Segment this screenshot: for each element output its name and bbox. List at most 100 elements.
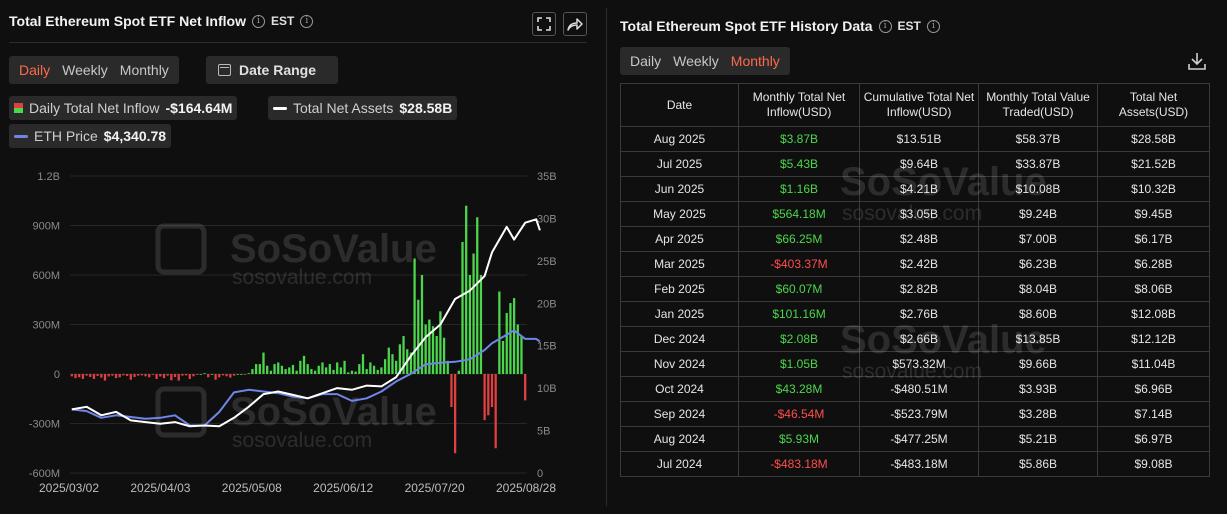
inflow-bar xyxy=(435,336,438,374)
table-row[interactable]: Nov 2024 $1.05B $573.32M $9.66B $11.04B xyxy=(620,351,1210,377)
table-cell: May 2025 xyxy=(620,201,739,227)
inflow-bar xyxy=(196,374,199,375)
net-inflow-chart[interactable]: SoSoValuesosovalue.comSoSoValuesosovalue… xyxy=(0,0,604,514)
table-row[interactable]: Jan 2025 $101.16M $2.76B $8.60B $12.08B xyxy=(620,301,1210,327)
table-cell: Dec 2024 xyxy=(620,326,739,352)
inflow-bar xyxy=(299,360,302,374)
timezone-info-icon[interactable]: i xyxy=(300,14,314,28)
inflow-bar xyxy=(240,374,243,375)
tab-weekly[interactable]: Weekly xyxy=(62,62,108,78)
left-title-divider xyxy=(9,42,587,43)
table-cell: $9.64B xyxy=(859,151,979,177)
download-icon[interactable] xyxy=(1187,51,1207,76)
inflow-bar xyxy=(461,242,464,374)
table-cell: $28.58B xyxy=(1097,126,1210,152)
net-inflow-panel: Total Ethereum Spot ETF Net Inflow i EST… xyxy=(0,0,604,514)
table-row[interactable]: Aug 2025 $3.87B $13.51B $58.37B $28.58B xyxy=(620,126,1210,152)
tab-monthly[interactable]: Monthly xyxy=(730,53,780,69)
info-icon[interactable]: i xyxy=(251,14,265,28)
table-cell: $6.97B xyxy=(1097,426,1210,452)
right-axis-tick-label: 25B xyxy=(537,256,557,268)
inflow-bar xyxy=(516,324,519,374)
x-axis-tick-label: 2025/05/08 xyxy=(222,481,282,495)
left-panel-title: Total Ethereum Spot ETF Net Inflow xyxy=(9,13,246,29)
tab-daily[interactable]: Daily xyxy=(19,62,51,78)
table-cell: $5.43B xyxy=(738,151,860,177)
inflow-bar xyxy=(380,367,383,374)
legend-eth-price[interactable]: ETH Price $4,340.78 xyxy=(9,124,172,148)
x-axis-tick-label: 2025/03/02 xyxy=(39,481,99,495)
table-cell: $6.23B xyxy=(978,251,1098,277)
inflow-bar xyxy=(509,303,512,374)
legend-total-assets[interactable]: Total Net Assets $28.58B xyxy=(268,96,458,120)
table-row[interactable]: Oct 2024 $43.28M -$480.51M $3.93B $6.96B xyxy=(620,376,1210,402)
table-row[interactable]: Aug 2024 $5.93M -$477.25M $5.21B $6.97B xyxy=(620,426,1210,452)
inflow-bar xyxy=(453,374,457,454)
table-cell: $5.93M xyxy=(738,426,860,452)
inflow-bar xyxy=(225,374,228,377)
inflow-bar xyxy=(266,365,269,374)
table-cell: $12.12B xyxy=(1097,326,1210,352)
table-row[interactable]: Apr 2025 $66.25M $2.48B $7.00B $6.17B xyxy=(620,226,1210,252)
left-axis-tick-label: 1.2B xyxy=(37,171,60,183)
inflow-bar xyxy=(383,359,387,374)
table-row[interactable]: Feb 2025 $60.07M $2.82B $8.04B $8.06B xyxy=(620,276,1210,302)
tab-weekly[interactable]: Weekly xyxy=(673,53,719,69)
table-cell: $5.21B xyxy=(978,426,1098,452)
inflow-bar xyxy=(125,374,129,376)
table-cell: Jul 2024 xyxy=(620,451,739,477)
inflow-bar xyxy=(336,362,339,374)
right-axis-tick-label: 10B xyxy=(537,383,557,395)
table-cell: $8.60B xyxy=(978,301,1098,327)
col-monthly-inflow: Monthly Total Net Inflow(USD) xyxy=(738,83,860,127)
table-row[interactable]: May 2025 $564.18M $3.05B $9.24B $9.45B xyxy=(620,201,1210,227)
inflow-bar xyxy=(409,352,413,374)
inflow-bar xyxy=(417,299,420,374)
inflow-bar xyxy=(177,374,180,381)
inflow-bar xyxy=(214,374,217,380)
tab-daily[interactable]: Daily xyxy=(630,53,662,69)
table-row[interactable]: Jun 2025 $1.16B $4.21B $10.08B $10.32B xyxy=(620,176,1210,202)
share-icon[interactable] xyxy=(563,12,587,36)
table-row[interactable]: Jul 2025 $5.43B $9.64B $33.87B $21.52B xyxy=(620,151,1210,177)
inflow-bar xyxy=(313,370,317,374)
table-cell: $6.28B xyxy=(1097,251,1210,277)
expand-icon[interactable] xyxy=(532,12,556,36)
table-cell: $6.17B xyxy=(1097,226,1210,252)
table-row[interactable]: Sep 2024 -$46.54M -$523.79M $3.28B $7.14B xyxy=(620,401,1210,427)
table-cell: Jan 2025 xyxy=(620,301,739,327)
table-row[interactable]: Mar 2025 -$403.37M $2.42B $6.23B $6.28B xyxy=(620,251,1210,277)
table-cell: $10.32B xyxy=(1097,176,1210,202)
right-timezone-label: EST xyxy=(897,19,921,33)
inflow-bar xyxy=(420,275,424,374)
inflow-bar xyxy=(465,205,468,374)
table-cell: $3.28B xyxy=(978,401,1098,427)
table-cell: $2.76B xyxy=(859,301,979,327)
table-row[interactable]: Jul 2024 -$483.18M -$483.18M $5.86B $9.08B xyxy=(620,451,1210,477)
tab-monthly[interactable]: Monthly xyxy=(119,62,169,78)
table-cell: -$477.25M xyxy=(859,426,979,452)
table-cell: $8.04B xyxy=(978,276,1098,302)
inflow-bar xyxy=(133,374,136,377)
legend-daily-inflow[interactable]: Daily Total Net Inflow -$164.64M xyxy=(9,96,238,120)
inflow-bar xyxy=(70,374,73,377)
table-row[interactable]: Dec 2024 $2.08B $2.66B $13.85B $12.12B xyxy=(620,326,1210,352)
table-cell: $12.08B xyxy=(1097,301,1210,327)
inflow-bar xyxy=(468,275,472,374)
info-icon[interactable]: i xyxy=(878,19,892,33)
table-cell: $3.05B xyxy=(859,201,979,227)
inflow-bar xyxy=(137,374,140,376)
table-cell: $3.93B xyxy=(978,376,1098,402)
left-axis-tick-label: -300M xyxy=(29,419,60,431)
watermark-brand: SoSoValue xyxy=(230,227,437,271)
inflow-bar xyxy=(148,374,151,378)
timezone-info-icon[interactable]: i xyxy=(926,19,940,33)
date-range-button[interactable]: Date Range xyxy=(206,56,338,84)
inflow-bar xyxy=(210,374,214,375)
inflow-bar xyxy=(350,370,354,374)
inflow-bar xyxy=(144,374,147,377)
table-cell: Oct 2024 xyxy=(620,376,739,402)
table-cell: $58.37B xyxy=(978,126,1098,152)
inflow-bar xyxy=(140,374,144,376)
inflow-bar xyxy=(524,374,527,401)
